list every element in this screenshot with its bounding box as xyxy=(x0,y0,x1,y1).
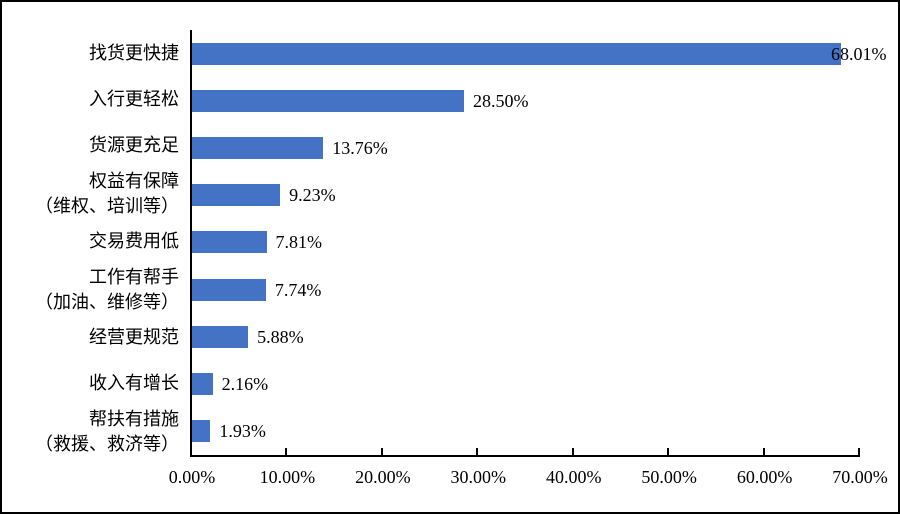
category-label: 入行更轻松 xyxy=(89,88,179,109)
bar-row: 5.88% xyxy=(192,313,860,360)
x-axis-tick xyxy=(380,448,383,455)
category-label: 权益有保障 （维权、培训等） xyxy=(35,170,179,216)
bar-row: 28.50% xyxy=(192,77,860,124)
x-axis-tick-label: 70.00% xyxy=(832,467,888,487)
x-axis-tick-label: 60.00% xyxy=(736,467,793,487)
bar xyxy=(192,184,281,207)
bar-row: 7.81% xyxy=(192,219,860,266)
data-label: 7.74% xyxy=(274,279,322,300)
category-label: 帮扶有措施 （救援、救济等） xyxy=(35,409,179,455)
category-axis: 找货更快捷入行更轻松货源更充足权益有保障 （维权、培训等） 交易费用低工作有帮手 … xyxy=(2,30,190,457)
category-label: 货源更充足 xyxy=(89,134,179,155)
data-label: 68.01% xyxy=(831,43,887,64)
bar-rows: 68.01% 28.50% 13.76% 9.23% 7.81% 7.74% 5.88% 2.… xyxy=(192,30,887,455)
data-label: 7.81% xyxy=(275,232,323,253)
bar xyxy=(192,89,464,112)
bar xyxy=(192,325,249,348)
x-axis-line xyxy=(190,455,860,457)
data-label: 1.93% xyxy=(219,421,266,442)
x-axis-tick xyxy=(858,448,860,455)
bar-row: 2.16% xyxy=(192,361,860,408)
data-label: 9.23% xyxy=(289,185,336,206)
bar-row: 7.74% xyxy=(192,266,860,313)
bar-row: 68.01% xyxy=(192,30,887,77)
bar-row: 1.93% xyxy=(192,408,860,455)
bar xyxy=(192,231,267,254)
bar xyxy=(192,420,211,443)
category-label: 工作有帮手 （加油、维修等） xyxy=(35,266,179,312)
x-axis-tick-label: 50.00% xyxy=(641,467,697,487)
bar-row: 13.76% xyxy=(192,124,860,171)
x-axis-tick-label: 40.00% xyxy=(545,467,602,487)
bar xyxy=(192,278,266,301)
x-axis-tick xyxy=(571,448,574,455)
x-axis-tick xyxy=(667,448,670,455)
plot-area: 68.01% 28.50% 13.76% 9.23% 7.81% 7.74% 5.88% 2.… xyxy=(190,30,887,457)
category-label: 经营更规范 xyxy=(89,327,179,348)
x-axis-tick xyxy=(476,448,479,455)
data-label: 2.16% xyxy=(221,374,269,395)
data-label: 13.76% xyxy=(332,138,388,159)
category-label: 找货更快捷 xyxy=(89,42,179,63)
category-label: 收入有增长 xyxy=(89,373,179,394)
x-axis-labels: 0.00% 10.00% 20.00% 30.00% 40.00% 50.00% 60.00… xyxy=(169,467,888,493)
x-axis-tick-label: 0.00% xyxy=(168,467,216,487)
x-axis-tick-label: 20.00% xyxy=(355,467,411,487)
x-axis-tick-label: 10.00% xyxy=(259,467,316,487)
bar xyxy=(192,373,213,396)
category-label: 交易费用低 xyxy=(89,231,179,252)
x-axis-tick-label: 30.00% xyxy=(450,467,507,487)
bar xyxy=(192,42,841,65)
bar-row: 9.23% xyxy=(192,172,860,219)
x-axis-tick xyxy=(285,448,288,455)
x-axis-tick xyxy=(762,448,765,455)
y-axis-line xyxy=(190,30,192,457)
bar xyxy=(192,137,324,160)
data-label: 5.88% xyxy=(257,326,304,347)
data-label: 28.50% xyxy=(472,90,529,111)
